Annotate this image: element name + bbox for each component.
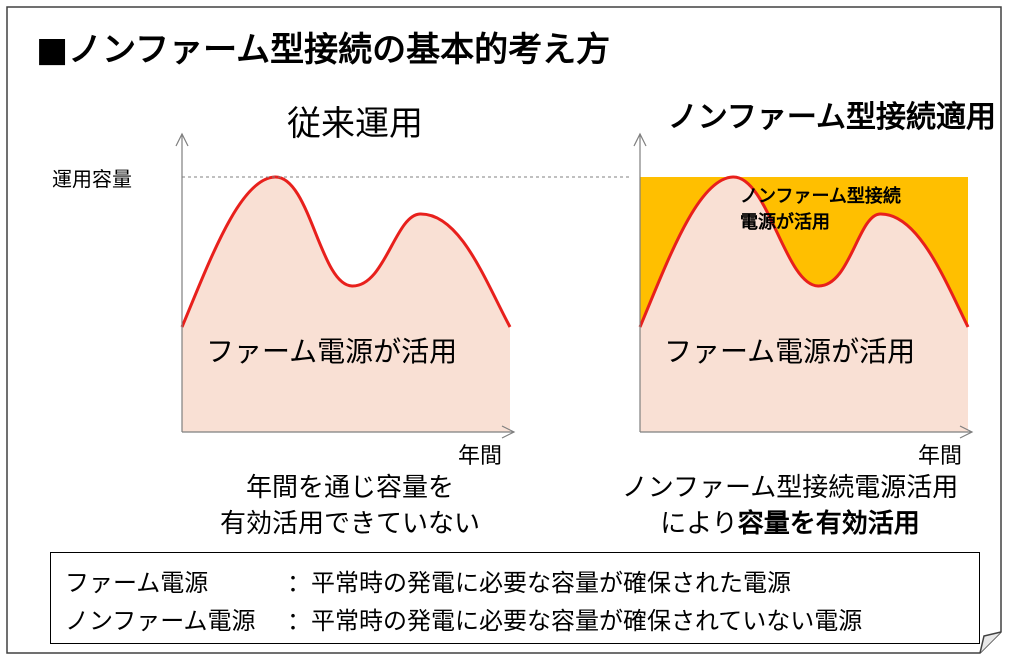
- right-y-arrow: [633, 132, 647, 147]
- left-x-arrow: [501, 425, 516, 439]
- left-caption-line2: 有効活用できていない: [219, 509, 480, 539]
- legend-nonfirm-row: ノンファーム電源 ：平常時の発電に必要な容量が確保されていない電源: [65, 601, 862, 636]
- legend-nonfirm-term: ノンファーム電源: [65, 607, 256, 635]
- nonfirm-area-label: ノンファーム型接続 電源が活用: [740, 184, 901, 236]
- left-firm-area: [182, 176, 510, 432]
- right-firm-area: [640, 176, 968, 432]
- left-caption: 年間を通じ容量を 有効活用できていない: [170, 470, 530, 542]
- right-x-arrow: [959, 425, 974, 439]
- right-x-axis-label: 年間: [918, 444, 963, 469]
- page-title: ■ノンファーム型接続の基本的考え方: [36, 30, 611, 70]
- legend-box: ファーム電源 ：平常時の発電に必要な容量が確保された電源 ノンファーム電源 ：平常時…: [50, 552, 980, 644]
- right-caption-line1: ノンファーム型接続電源活用: [621, 473, 959, 503]
- right-caption-line2: により容量を有効活用: [600, 506, 980, 542]
- left-panel-heading: 従来運用: [287, 104, 423, 144]
- nonfirm-label-line1: ノンファーム型接続: [740, 186, 901, 207]
- legend-firm-definition: ：平常時の発電に必要な容量が確保された電源: [287, 569, 791, 597]
- left-y-arrow: [175, 132, 189, 147]
- y-axis-label: 運用容量: [52, 167, 132, 191]
- left-x-axis-label: 年間: [458, 444, 503, 469]
- left-caption-line1: 年間を通じ容量を: [245, 473, 454, 503]
- right-caption-prefix: により: [660, 509, 738, 539]
- legend-firm-row: ファーム電源 ：平常時の発電に必要な容量が確保された電源: [65, 563, 791, 598]
- right-area-label: ファーム電源が活用: [664, 335, 916, 368]
- right-caption: ノンファーム型接続電源活用 により容量を有効活用: [600, 470, 980, 542]
- right-caption-bold: 容量を有効活用: [737, 509, 920, 539]
- left-firm-curve: [180, 175, 512, 328]
- legend-firm-term: ファーム電源: [65, 569, 209, 597]
- right-panel-heading: ノンファーム型接続適用: [667, 100, 996, 135]
- legend-nonfirm-definition: ：平常時の発電に必要な容量が確保されていない電源: [287, 607, 863, 635]
- nonfirm-label-line2: 電源が活用: [740, 212, 830, 233]
- left-area-label: ファーム電源が活用: [206, 335, 458, 368]
- right-firm-curve: [638, 175, 970, 328]
